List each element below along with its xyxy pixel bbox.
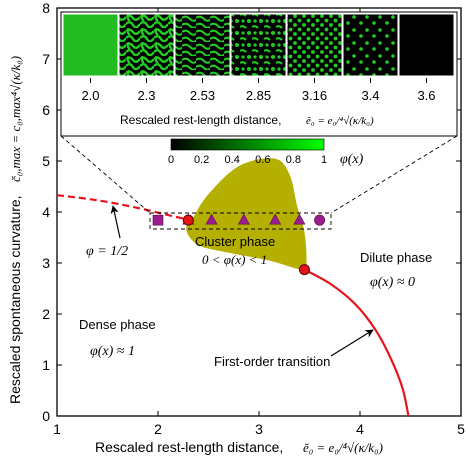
phi-half-label: φ = 1/2 — [86, 244, 128, 259]
inset-tick-label-3: 2.85 — [246, 88, 271, 103]
y-axis-title: Rescaled spontaneous curvature, — [7, 195, 23, 404]
data-layer — [56, 158, 410, 417]
inset-xlabel-symbol: ĕ₀ = e₀/⁴√(κ/k₀) — [306, 115, 374, 127]
inset-tick-label-5: 3.4 — [361, 88, 379, 103]
y-axis-symbol: c̆₀,max = c₀,max⁴√(κ/k₀) — [8, 56, 23, 182]
inset-panel-labyrinth — [118, 13, 175, 77]
y-tick-label-4: 4 — [42, 204, 50, 220]
zoom-line-left — [60, 135, 151, 214]
marker-triangle-3 — [237, 213, 250, 225]
colorbar-label: φ(x) — [340, 152, 364, 167]
x-tick-label-0: 1 — [53, 421, 61, 437]
inset-panel-solid — [62, 13, 119, 77]
colorbar-tick-label-0: 0 — [168, 154, 174, 166]
marker-triangle-2 — [205, 213, 218, 225]
x-axis-title: Rescaled rest-length distance, — [95, 439, 283, 455]
inset-tick-labels: 2.0 2.3 2.53 2.85 3.16 3.4 3.6 — [81, 78, 436, 103]
x-axis-symbol: ĕ₀ = e₀/⁴√(κ/k₀) — [303, 440, 383, 455]
marker-triangle-5 — [293, 213, 306, 225]
y-tick-label-0: 0 — [42, 408, 50, 424]
marker-triangle-4 — [269, 213, 282, 225]
colorbar-tick-label-2: 0.4 — [225, 154, 240, 166]
x-tick-label-2: 3 — [255, 421, 263, 437]
inset-panel-stripes-dots — [230, 13, 287, 77]
cluster-region — [186, 158, 307, 270]
dilute-phase-label: Dilute phase — [360, 250, 432, 265]
y-tick-label-6: 6 — [42, 102, 50, 118]
first-order-transition-line — [303, 268, 410, 417]
inset-panel-stripes — [174, 13, 231, 77]
first-order-label: First-order transition — [214, 354, 330, 369]
cluster-phase-label: Cluster phase — [195, 234, 275, 249]
phi-half-arrow — [110, 205, 121, 239]
critical-point-1 — [298, 264, 310, 276]
x-tick-label-3: 4 — [356, 421, 364, 437]
inset-xlabel: Rescaled rest-length distance, — [120, 113, 281, 127]
inset-tick-label-0: 2.0 — [81, 88, 99, 103]
x-tick-label-4: 5 — [457, 421, 465, 437]
inset-tick-label-1: 2.3 — [137, 88, 155, 103]
zoom-box — [149, 212, 332, 230]
dense-phase-label: Dense phase — [79, 317, 156, 332]
inset-tick-label-2: 2.53 — [190, 88, 215, 103]
cluster-phase-eq: 0 < φ(x) < 1 — [202, 252, 267, 267]
colorbar-tick-label-1: 0.2 — [194, 154, 209, 166]
colorbar-tick-label-5: 1 — [321, 154, 327, 166]
inset-tick-label-4: 3.16 — [302, 88, 327, 103]
y-tick-label-1: 1 — [42, 357, 50, 373]
y-tick-label-8: 8 — [42, 0, 50, 16]
inset: 2.0 2.3 2.53 2.85 3.16 3.4 3.6 Rescaled rest-l… — [60, 11, 458, 137]
phi-half-line — [56, 194, 189, 221]
inset-panels — [62, 13, 455, 77]
colorbar-ticks: 0 0.2 0.4 0.6 0.8 1 — [168, 154, 327, 166]
first-order-arrow — [330, 329, 374, 357]
colorbar-gradient — [170, 138, 325, 151]
zoom-line-right — [330, 135, 458, 214]
marker-square-0 — [152, 214, 164, 226]
y-axis-title-group: Rescaled spontaneous curvature, c̆₀,max … — [7, 56, 23, 404]
dilute-phase-eq: φ(x) ≈ 0 — [370, 275, 415, 290]
critical-point-0 — [182, 214, 194, 226]
y-tick-label-2: 2 — [42, 306, 50, 322]
marker-circle-6 — [314, 214, 326, 226]
inset-panel-sparse-dots — [342, 13, 399, 77]
x-tick-label-1: 2 — [154, 421, 162, 437]
colorbar-tick-label-4: 0.8 — [286, 154, 301, 166]
inset-tick-label-6: 3.6 — [417, 88, 435, 103]
dense-phase-eq: φ(x) ≈ 1 — [90, 344, 135, 359]
y-tick-label-3: 3 — [42, 255, 50, 271]
y-tick-label-5: 5 — [42, 153, 50, 169]
inset-panel-dots — [286, 13, 343, 77]
inset-panel-empty — [398, 13, 455, 77]
colorbar-tick-label-3: 0.6 — [255, 154, 270, 166]
colorbar: 0 0.2 0.4 0.6 0.8 1 φ(x) — [168, 138, 364, 167]
y-tick-label-7: 7 — [42, 51, 50, 67]
